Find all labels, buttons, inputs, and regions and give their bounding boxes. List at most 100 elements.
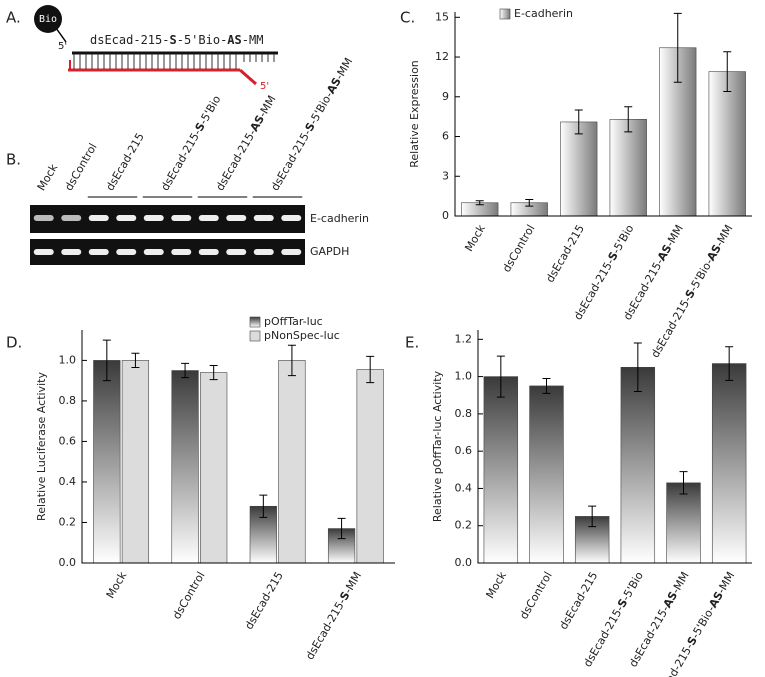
band [198, 249, 219, 255]
panel-label: A. [6, 9, 21, 27]
error-bar [673, 12, 682, 83]
error-bar [574, 109, 583, 135]
y-tick-label: 0.2 [59, 515, 77, 528]
bar [483, 376, 519, 564]
bar [711, 363, 747, 564]
error-bar [679, 471, 688, 495]
y-tick-label: 0.0 [59, 556, 77, 569]
band [171, 215, 192, 221]
band [226, 249, 247, 255]
error-bar [633, 342, 642, 393]
panel-label: D. [6, 334, 22, 352]
y-tick-label: 0 [442, 209, 449, 222]
y-tick-label: 12 [435, 50, 449, 63]
lane-label: dsEcad-215-S-5'Bio [158, 93, 223, 193]
bar [529, 385, 564, 564]
legend-label: pNonSpec-luc [264, 329, 340, 342]
band [88, 215, 109, 221]
y-tick-label: 6 [442, 130, 449, 143]
band [33, 215, 54, 221]
panel-label: C. [400, 9, 415, 27]
y-tick-label: 0.6 [455, 444, 473, 457]
error-bar [131, 352, 140, 368]
legend-label: E-cadherin [514, 7, 573, 20]
x-tick-label: dsControl [170, 570, 208, 622]
x-tick-label: dsControl [500, 223, 538, 275]
error-bar [337, 517, 346, 540]
x-tick-label: dsControl [517, 570, 555, 622]
lane-label: dsEcad-215 [103, 131, 146, 193]
y-tick-label: 0.8 [59, 394, 77, 407]
legend-swatch [249, 316, 261, 328]
legend-swatch [249, 330, 261, 342]
y-tick-label: 0.2 [455, 519, 473, 532]
bar [121, 360, 150, 564]
band [61, 215, 82, 221]
error-bar [525, 198, 534, 207]
x-tick-label: dsEcad-215 [557, 570, 600, 632]
error-bar [723, 51, 732, 92]
bar [356, 369, 384, 564]
y-tick-label: 0.8 [455, 407, 473, 420]
band [281, 249, 302, 255]
error-bar [366, 355, 375, 384]
error-bar [725, 346, 734, 381]
y-tick-label: 3 [442, 169, 449, 182]
overhang [239, 68, 257, 86]
lane-label: dsControl [62, 141, 100, 193]
y-tick-label: 0.4 [59, 475, 77, 488]
axes [81, 330, 395, 564]
y-axis-label: Relative Luciferase Activity [35, 372, 48, 521]
band [198, 215, 219, 221]
y-axis-label: Relative pOffTar-luc Activity [431, 370, 444, 522]
error-bar [287, 344, 296, 377]
error-bar [209, 364, 218, 381]
band [226, 215, 247, 221]
x-tick-label: dsEcad-215 [242, 570, 285, 632]
x-tick-label: Mock [483, 569, 509, 601]
legend-label: pOffTar-luc [264, 315, 323, 328]
bar [200, 372, 228, 564]
y-tick-label: 1.0 [455, 370, 473, 383]
bar [278, 360, 306, 564]
band [88, 249, 109, 255]
x-tick-label: dsEcad-215-S-MM [303, 570, 364, 662]
band [116, 215, 137, 221]
band [253, 249, 274, 255]
y-tick-label: 1.2 [455, 332, 473, 345]
x-tick-label: dsEcad-215-S-5'Bio-AS-MM [649, 223, 736, 360]
legend-swatch [499, 8, 511, 20]
chart: C. Relative Expression 0 3 6 9 12 15 Mock dsContr… [400, 7, 752, 360]
lane-label: dsEcad-215-S-5'Bio-AS-MM [268, 56, 355, 193]
lane-label: Mock [35, 161, 61, 193]
x-tick-label: Mock [104, 569, 130, 601]
bar [171, 370, 199, 564]
panel-a: A. Bio 5' dsEcad-215-S-5'Bio-AS-MM 5' [6, 5, 278, 92]
y-tick-label: 9 [442, 90, 449, 103]
band [33, 249, 54, 255]
end-label: 5' [58, 41, 67, 52]
end-label: 5' [260, 81, 269, 92]
panel-label: B. [6, 151, 21, 169]
axes [454, 12, 752, 217]
bar [609, 118, 647, 217]
strand-text: dsEcad-215-S-5'Bio-AS-MM [90, 33, 263, 47]
chart: D. Relative Luciferase Activity 0.0 0.2 0.4 0… [6, 315, 395, 662]
band [281, 215, 302, 221]
bio-tag [34, 5, 62, 33]
panel-label: E. [405, 334, 419, 352]
error-bar [588, 505, 597, 528]
bar [560, 121, 598, 217]
error-bar [624, 106, 633, 133]
y-tick-label: 0.6 [59, 434, 77, 447]
y-tick-label: 0.0 [455, 556, 473, 569]
band [143, 215, 164, 221]
error-bar [542, 377, 551, 394]
error-bar [475, 200, 484, 206]
band [253, 215, 274, 221]
axes [477, 330, 752, 564]
bar [93, 360, 121, 564]
y-axis-label: Relative Expression [408, 60, 421, 168]
